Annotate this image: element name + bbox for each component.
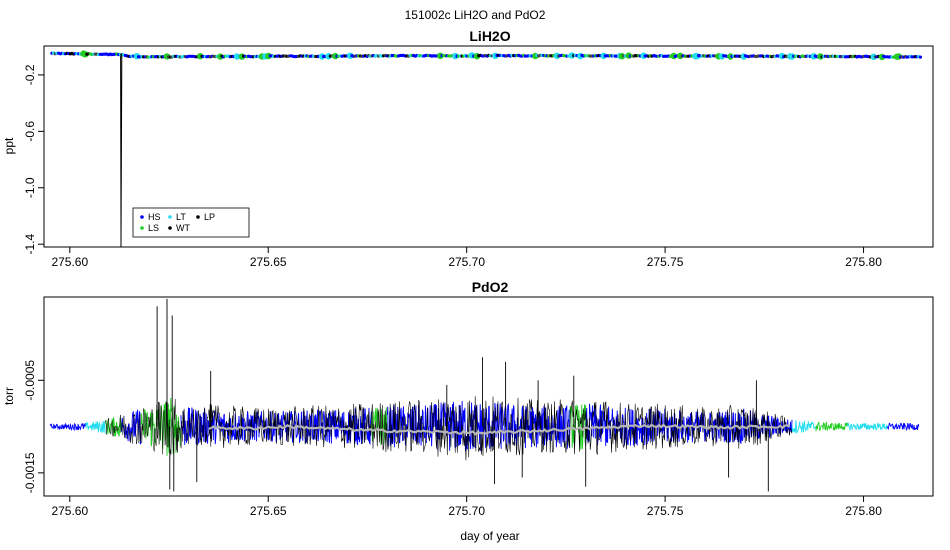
pdo2-trace-segment [791,420,817,434]
x-tick-label: 275.80 [845,504,882,518]
x-tick-label: 275.70 [448,504,485,518]
legend-label-ls: LS [148,223,159,233]
y-tick-label: -0.0005 [23,360,37,401]
x-tick-label: 275.60 [51,255,88,269]
y-tick-label: -0.6 [23,121,37,142]
pdo2-data-layer [49,298,920,492]
lih2o-panel: LiH2O 275.60 275.65 275.70 275.75 275.80 -0.… [2,28,934,269]
pdo2-black-trace [208,396,792,461]
legend-label-lt: LT [176,212,186,222]
x-tick-label: 275.75 [647,255,684,269]
pdo2-trace-segment [815,420,848,432]
legend-label-lp: LP [204,212,215,222]
legend-label-hs: HS [148,212,161,222]
pdo2-trace-segment [105,417,122,437]
pdo2-plot-frame [43,296,934,497]
pdo2-smooth-line [208,423,791,436]
x-tick-label: 275.65 [250,255,287,269]
pdo2-black-trace-early [105,399,213,459]
lih2o-point [318,53,326,60]
x-tick-label: 275.65 [250,504,287,518]
y-tick-label: -0.0015 [23,452,37,493]
x-tick-label: 275.60 [51,504,88,518]
lih2o-y-axis: -0.2 -0.6 -1.0 -1.4 [23,64,44,255]
pdo2-title: PdO2 [472,279,509,295]
y-tick-label: -1.0 [23,177,37,198]
lih2o-x-axis: 275.60 275.65 275.70 275.75 275.80 [51,247,882,269]
pdo2-trace-segment [85,421,106,434]
legend-box [132,207,250,238]
lih2o-title: LiH2O [469,28,510,44]
legend-marker-wt [168,226,172,230]
lih2o-y-label: ppt [2,137,16,154]
x-tick-label: 275.80 [845,255,882,269]
pdo2-x-label: day of year [460,529,519,543]
x-tick-label: 275.70 [448,255,485,269]
pdo2-trace-segment [847,421,888,431]
lih2o-point [870,53,877,60]
x-tick-label: 275.75 [647,504,684,518]
legend-label-wt: WT [176,223,190,233]
legend-marker-lt [168,215,172,219]
legend-marker-ls [140,226,144,230]
pdo2-x-axis: 275.60 275.65 275.70 275.75 275.80 [51,496,882,518]
legend-marker-lp [196,215,200,219]
lih2o-plot-frame [43,45,934,248]
pdo2-trace-segment [886,422,920,431]
figure-title: 151002c LiH2O and PdO2 [405,8,546,22]
lih2o-legend: HS LT LP LS WT [132,207,250,238]
legend-marker-hs [140,215,144,219]
lih2o-point [918,55,923,59]
lih2o-point [452,52,459,60]
y-tick-label: -0.2 [23,64,37,85]
pdo2-trace-segment [49,422,87,432]
pdo2-y-label: torr [2,387,16,405]
y-tick-label: -1.4 [23,234,37,255]
pdo2-panel: PdO2 275.60 275.65 275.70 275.75 275.80 -0.0… [2,279,934,543]
lih2o-data-layer [50,50,923,248]
pdo2-y-axis: -0.0005 -0.0015 [23,360,44,493]
